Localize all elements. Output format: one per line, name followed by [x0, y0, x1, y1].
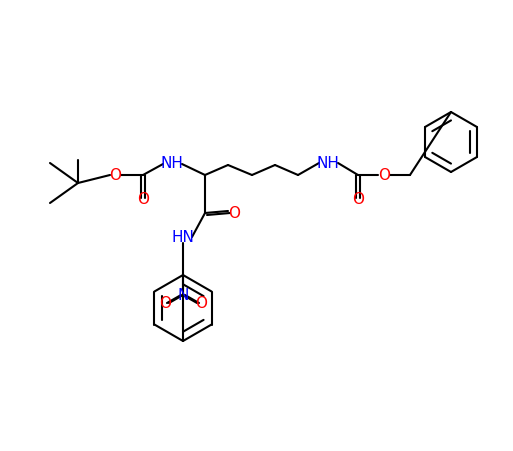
Text: HN: HN	[171, 230, 194, 244]
Text: O: O	[228, 206, 240, 221]
Text: O: O	[109, 167, 121, 183]
Text: O: O	[352, 192, 364, 207]
Text: O: O	[195, 295, 207, 310]
Text: NH: NH	[161, 156, 184, 171]
Text: O: O	[137, 192, 149, 207]
Text: O: O	[378, 167, 390, 183]
Text: O: O	[159, 295, 171, 310]
Text: N: N	[177, 287, 189, 303]
Text: NH: NH	[317, 156, 340, 170]
